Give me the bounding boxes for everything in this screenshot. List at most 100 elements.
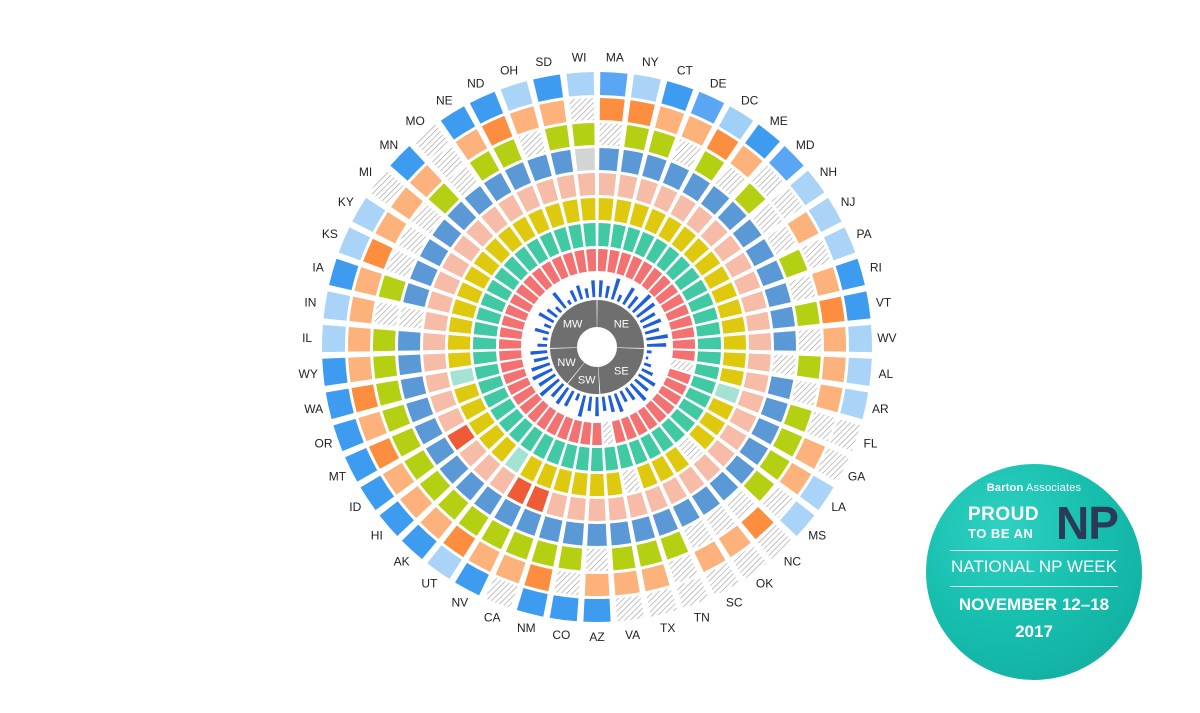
cell-ok-ring-7 bbox=[651, 426, 674, 452]
inner-bar-ar bbox=[645, 356, 649, 360]
cell-ok-ring-3 bbox=[705, 505, 736, 537]
cell-tx-ring-1 bbox=[646, 588, 678, 617]
cell-ca-ring-5 bbox=[526, 485, 550, 513]
cell-ny-ring-7 bbox=[610, 224, 626, 249]
cell-nh-ring-7 bbox=[674, 267, 700, 291]
cell-oh-ring-3 bbox=[518, 130, 546, 158]
state-label-ar: AR bbox=[872, 402, 889, 416]
cell-ak-ring-5 bbox=[473, 454, 501, 482]
national-np-week-text: NATIONAL NP WEEK bbox=[951, 557, 1117, 576]
cell-sc-ring-8 bbox=[629, 412, 648, 436]
cell-wa-ring-5 bbox=[425, 372, 451, 393]
cell-sd-ring-2 bbox=[539, 100, 567, 127]
cell-in-ring-4 bbox=[399, 306, 424, 329]
cell-ms-ring-3 bbox=[743, 470, 775, 501]
cell-mo-ring-4 bbox=[464, 185, 494, 215]
cell-mi-ring-2 bbox=[391, 187, 423, 220]
cell-al-ring-6 bbox=[722, 352, 746, 369]
cell-ne-ring-7 bbox=[526, 238, 549, 264]
region-mw-label: MW bbox=[563, 318, 583, 330]
cell-mo-ring-2 bbox=[431, 145, 464, 178]
inner-bar-me bbox=[627, 295, 639, 309]
cell-ne-ring-2 bbox=[455, 129, 488, 161]
cell-me-ring-6 bbox=[671, 226, 697, 253]
cell-wy-ring-7 bbox=[473, 351, 498, 365]
cell-oh-ring-8 bbox=[562, 252, 578, 276]
cell-dc-ring-3 bbox=[694, 150, 725, 181]
cell-va-ring-4 bbox=[610, 521, 632, 546]
cell-nm-ring-2 bbox=[524, 564, 553, 592]
cell-nc-ring-5 bbox=[693, 454, 721, 482]
cell-vt-ring-2 bbox=[819, 296, 845, 324]
inner-bar-in bbox=[542, 337, 548, 341]
inner-bar-ne bbox=[566, 299, 572, 306]
cell-wv-ring-8 bbox=[672, 339, 695, 349]
cell-ms-ring-4 bbox=[725, 455, 755, 484]
cell-ny-ring-1 bbox=[630, 74, 661, 102]
cell-mo-ring-8 bbox=[531, 267, 553, 291]
cell-de-ring-3 bbox=[672, 139, 701, 168]
state-label-va: VA bbox=[625, 628, 640, 642]
inner-bar-nc bbox=[629, 383, 647, 402]
inner-bar-ny bbox=[604, 285, 611, 299]
cell-va-ring-6 bbox=[606, 472, 623, 496]
state-label-nj: NJ bbox=[841, 195, 856, 209]
cell-ok-ring-6 bbox=[665, 446, 690, 473]
cell-ny-ring-6 bbox=[614, 199, 632, 224]
cell-co-ring-1 bbox=[549, 595, 579, 622]
state-label-co: CO bbox=[552, 628, 570, 642]
state-label-mo: MO bbox=[406, 114, 425, 128]
cell-mi-ring-6 bbox=[473, 251, 500, 276]
cell-il-ring-1 bbox=[322, 324, 346, 353]
cell-de-ring-1 bbox=[690, 91, 725, 124]
inner-bar-mn bbox=[554, 306, 563, 314]
cell-in-ring-2 bbox=[349, 296, 375, 324]
cell-in-ring-7 bbox=[473, 321, 499, 337]
cell-md-ring-8 bbox=[648, 275, 671, 297]
inner-bar-il bbox=[537, 343, 548, 347]
state-label-md: MD bbox=[796, 138, 815, 152]
cell-ms-ring-6 bbox=[689, 424, 715, 450]
state-label-ca: CA bbox=[484, 610, 501, 624]
badge-divider-bottom bbox=[950, 586, 1118, 587]
inner-bar-ms bbox=[634, 378, 649, 392]
cell-ma-ring-6 bbox=[598, 198, 614, 221]
state-label-nd: ND bbox=[467, 77, 485, 91]
cell-ak-ring-4 bbox=[455, 471, 485, 501]
cell-tn-ring-6 bbox=[636, 463, 658, 489]
cell-mn-ring-8 bbox=[523, 275, 546, 297]
cell-il-ring-3 bbox=[372, 329, 396, 352]
cell-ga-ring-5 bbox=[729, 407, 757, 433]
region-se-label: SE bbox=[614, 366, 629, 378]
inner-bar-md bbox=[631, 294, 652, 314]
cell-ok-ring-4 bbox=[691, 486, 720, 515]
cell-ia-ring-6 bbox=[451, 299, 477, 319]
cell-wi-ring-5 bbox=[577, 173, 596, 196]
cell-md-ring-6 bbox=[683, 238, 709, 264]
cell-in-ring-6 bbox=[448, 316, 473, 334]
cell-ar-ring-1 bbox=[840, 388, 869, 420]
cell-mn-ring-4 bbox=[447, 201, 477, 231]
state-label-me: ME bbox=[770, 114, 788, 128]
cell-mn-ring-3 bbox=[428, 183, 460, 214]
cell-nj-ring-5 bbox=[724, 252, 752, 278]
cell-ks-ring-6 bbox=[457, 282, 483, 304]
inner-bar-fl bbox=[643, 362, 652, 368]
cell-il-ring-4 bbox=[398, 331, 421, 351]
region-ne-label: NE bbox=[614, 318, 629, 330]
cell-id-ring-5 bbox=[447, 424, 475, 451]
cell-nc-ring-8 bbox=[645, 400, 667, 423]
cell-ar-ring-5 bbox=[743, 372, 769, 393]
cell-nv-ring-7 bbox=[532, 433, 554, 460]
cell-ia-ring-7 bbox=[476, 307, 502, 325]
state-label-ky: KY bbox=[338, 195, 354, 209]
cell-pa-ring-7 bbox=[687, 293, 714, 313]
cell-wv-ring-1 bbox=[848, 324, 872, 353]
cell-me-ring-8 bbox=[641, 267, 663, 291]
cell-co-ring-5 bbox=[567, 496, 586, 521]
state-label-fl: FL bbox=[863, 436, 877, 450]
cell-ct-ring-3 bbox=[648, 130, 676, 158]
cell-ny-ring-3 bbox=[624, 125, 650, 151]
cell-az-ring-3 bbox=[585, 548, 609, 571]
cell-de-ring-7 bbox=[634, 231, 655, 258]
